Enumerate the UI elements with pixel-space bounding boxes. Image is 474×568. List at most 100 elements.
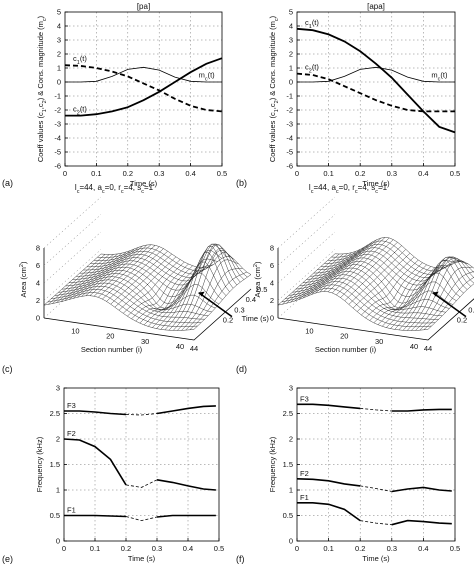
series-c1t: c1(t) <box>296 18 456 134</box>
mesh-line <box>68 251 127 300</box>
mesh-line <box>427 283 474 330</box>
mesh-line <box>127 261 185 317</box>
y-tick-label: 0.3 <box>234 305 244 314</box>
z-tick-label: 0 <box>270 314 274 323</box>
mesh-line <box>60 253 118 302</box>
y-axis-label: Coeff values (c1,c2) & Cons. magnitude (… <box>36 15 48 162</box>
mesh-line <box>135 265 193 322</box>
y-tick-label: 1.5 <box>50 460 60 469</box>
x-tick-label: 0.2 <box>355 169 365 178</box>
mesh-line <box>352 253 411 309</box>
series-c2t: c2(t) <box>296 63 455 113</box>
series-line-gap <box>360 408 392 412</box>
x-tick-label: 0.1 <box>323 169 333 178</box>
mesh-line <box>357 256 415 312</box>
plot-frame <box>64 11 223 167</box>
mesh-line <box>89 244 147 296</box>
mesh-line <box>85 245 143 296</box>
x-tick-label: 0.4 <box>183 544 193 553</box>
y-tick-label: 3 <box>289 36 293 45</box>
x-tick-label: 40 <box>410 342 418 351</box>
y-tick-label: -3 <box>286 120 293 129</box>
x-tick-label: 0.4 <box>418 169 428 178</box>
chart-title: [apa] <box>367 2 385 11</box>
z-tick-label: 8 <box>270 244 274 253</box>
series-label: F1 <box>300 493 309 502</box>
mesh-line <box>298 251 356 300</box>
series-line <box>64 410 127 416</box>
mesh-line <box>332 237 390 294</box>
mesh-line <box>286 253 344 304</box>
x-tick-label: 0.2 <box>123 169 133 178</box>
y-tick-label: 0 <box>289 78 293 87</box>
panel-letter-f: (f) <box>236 554 245 564</box>
x-tick-label: 0.3 <box>387 544 397 553</box>
grid-line <box>277 196 336 249</box>
y-axis-label: Frequency (kHz) <box>268 436 277 492</box>
x-tick-label: 0.2 <box>355 544 365 553</box>
grid-line <box>43 214 102 266</box>
surface-mesh <box>277 237 474 331</box>
plot-frame <box>296 11 456 167</box>
mesh-line <box>156 264 214 329</box>
y-axis-label: Frequency (kHz) <box>35 436 44 492</box>
z-tick-label: 4 <box>270 279 274 288</box>
z-axis-label: Area (cm2) <box>19 261 28 297</box>
x-tick-label: 0.1 <box>91 169 101 178</box>
mesh-line <box>164 250 222 331</box>
mesh-line <box>411 260 469 331</box>
mesh-line <box>294 252 352 302</box>
y-tick-label: -6 <box>54 162 61 171</box>
y-tick-label: -3 <box>54 120 61 129</box>
mesh-line <box>181 259 239 331</box>
series-line <box>297 66 455 83</box>
floor-edge <box>43 288 252 341</box>
series-line <box>64 514 127 518</box>
series-f3: F3 <box>64 401 216 416</box>
x-tick-label: 0.5 <box>217 169 227 178</box>
mesh-line <box>152 266 210 328</box>
y-tick-label: 2 <box>289 435 293 444</box>
x-tick-label: 0.3 <box>387 169 397 178</box>
x-tick-label: 44 <box>190 344 198 353</box>
mesh-line <box>390 266 448 329</box>
y-tick-label: -5 <box>286 148 293 157</box>
arrow-head <box>198 291 205 297</box>
x-tick-label: 0.1 <box>90 544 100 553</box>
mesh-line <box>52 254 110 304</box>
x-tick-label: 30 <box>375 337 383 346</box>
x-axis-label: Time (s) <box>362 554 390 563</box>
series-line <box>296 478 361 487</box>
mesh-line <box>114 253 172 308</box>
y-tick-label: 4 <box>57 22 61 31</box>
y-tick-label: 0 <box>56 537 60 546</box>
x-tick-label: 44 <box>424 344 432 353</box>
series-label: mc(t) <box>431 70 448 82</box>
series-line-gap <box>360 485 392 492</box>
series-line <box>65 57 223 117</box>
x-tick-label: 30 <box>141 337 149 346</box>
panel-e: 0 0.1 0.2 0.3 0.4 0.5 0 0.5 1 1.5 2 2.5 3 Time (s) Fre… <box>35 384 224 564</box>
y-axis-label: Time (s) <box>242 314 270 323</box>
mesh-line <box>336 239 394 296</box>
grid-line <box>43 196 102 249</box>
series-line-gap <box>360 520 392 526</box>
y-tick-label: -2 <box>54 106 61 115</box>
x-tick-label: 20 <box>340 332 348 341</box>
y-tick-label: -1 <box>286 92 293 101</box>
y-tick-label: 0.2 <box>223 316 233 325</box>
x-tick-label: 0.2 <box>121 544 131 553</box>
y-tick-label: 0.5 <box>50 511 60 520</box>
z-axis-label: Area (cm2) <box>253 261 262 297</box>
mesh-line <box>139 266 197 324</box>
series-label: c1(t) <box>305 18 319 30</box>
mesh-line <box>81 247 139 297</box>
mesh-line <box>419 271 474 331</box>
y-tick-label: -4 <box>54 134 61 143</box>
y-tick-label: 0.3 <box>468 305 474 314</box>
y-tick-label: -4 <box>286 134 293 143</box>
series-label: c2(t) <box>305 63 319 75</box>
mesh-line <box>277 253 336 306</box>
series-f1: F1 <box>297 493 452 526</box>
